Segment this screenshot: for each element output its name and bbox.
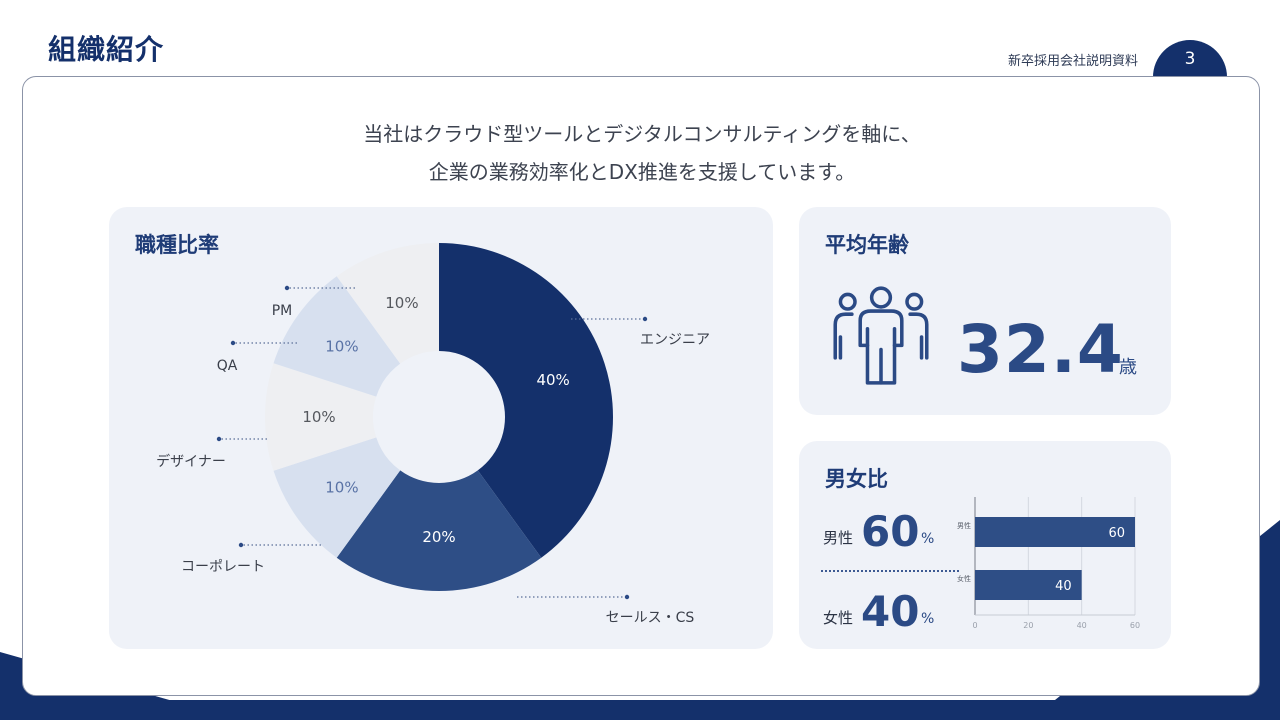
male-percentage: 60: [861, 507, 920, 556]
main-content-card: 当社はクラウド型ツールとデジタルコンサルティングを軸に、 企業の業務効率化とDX…: [22, 76, 1260, 696]
donut-slice-corporate: [273, 437, 401, 558]
donut-slice-engineer: [439, 243, 613, 558]
category-label-qa: QA: [217, 358, 238, 374]
x-tick-label: 20: [1023, 621, 1033, 630]
average-age-title: 平均年齢: [825, 233, 909, 257]
female-label: 女性: [823, 609, 854, 627]
donut-slice-pm: [336, 243, 439, 364]
bar-value-label: 60: [1108, 526, 1125, 541]
page-title: 組織紹介: [48, 33, 165, 66]
female-percentage: 40: [861, 587, 920, 636]
bar-category-label: 女性: [957, 574, 971, 583]
average-age-unit: 歳: [1119, 357, 1137, 378]
donut-value-label-designer: 10%: [302, 408, 335, 426]
callout-dot-designer: [216, 436, 222, 442]
bar-female: [975, 570, 1082, 600]
document-label: 新卒採用会社説明資料: [1007, 54, 1138, 69]
callout-dot-corporate: [238, 542, 244, 548]
donut-slice-designer: [265, 363, 377, 471]
bar-value-label: 40: [1055, 579, 1072, 594]
category-label-pm: PM: [272, 303, 293, 319]
donut-value-label-qa: 10%: [325, 337, 358, 355]
gender-bar-chart: 0 20 40 60 男性 60 女性 40: [957, 497, 1140, 630]
donut-value-label-corporate: 10%: [325, 479, 358, 497]
callout-dot-qa: [230, 340, 236, 346]
male-percent-sign: %: [921, 531, 935, 547]
intro-line-1: 当社はクラウド型ツールとデジタルコンサルティングを軸に、: [363, 122, 921, 146]
bar-category-label: 男性: [957, 521, 971, 530]
average-age-panel: 平均年齢 32.4 歳: [799, 207, 1171, 415]
female-percent-sign: %: [921, 611, 935, 627]
x-tick-label: 40: [1077, 621, 1087, 630]
job-ratio-panel: 職種比率 40% 20% 10% 10% 10% 10% エンジニアセールス・CS コーポレー…: [109, 207, 773, 649]
male-label: 男性: [823, 529, 854, 547]
category-label-designer: デザイナー: [156, 453, 226, 470]
callout-dot-sales-cs: [624, 594, 630, 600]
job-ratio-title: 職種比率: [135, 233, 219, 257]
x-tick-label: 60: [1130, 621, 1140, 630]
average-age-value: 32.4: [957, 311, 1124, 388]
category-label-engineer: エンジニア: [640, 332, 710, 348]
people-group-icon: [833, 286, 929, 385]
gender-divider: [821, 570, 959, 572]
gender-ratio-title: 男女比: [825, 467, 888, 491]
x-tick-label: 0: [972, 621, 977, 630]
donut-slice-qa: [273, 276, 401, 397]
donut-slice-sales-cs: [336, 470, 542, 591]
donut-value-label-sales-cs: 20%: [422, 528, 455, 546]
category-label-sales-cs: セールス・CS: [606, 610, 695, 626]
gender-ratio-panel: 男女比 男性 60 % 女性 40 % 0 20 40 60 男性 60 女性 40: [799, 441, 1171, 649]
bar-male: [975, 517, 1135, 547]
category-label-corporate: コーポレート: [181, 559, 265, 575]
intro-text: 当社はクラウド型ツールとデジタルコンサルティングを軸に、 企業の業務効率化とDX…: [23, 115, 1261, 191]
donut-value-label-engineer: 40%: [536, 371, 569, 389]
callout-dot-engineer: [642, 316, 648, 322]
donut-value-label-pm: 10%: [385, 294, 418, 312]
callout-dot-pm: [284, 285, 290, 291]
intro-line-2: 企業の業務効率化とDX推進を支援しています。: [428, 160, 856, 184]
